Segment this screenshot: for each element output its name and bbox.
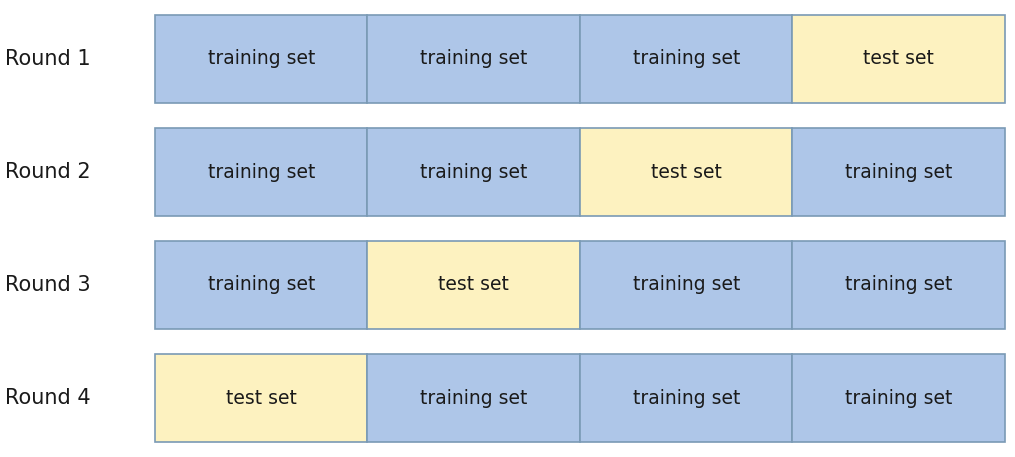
Text: Round 3: Round 3	[5, 275, 90, 295]
Text: training set: training set	[207, 49, 315, 69]
Bar	[367, 128, 580, 216]
Bar	[155, 128, 367, 216]
Text: test set: test set	[438, 276, 510, 294]
Text: training set: training set	[632, 388, 740, 408]
Bar	[580, 128, 793, 216]
Text: training set: training set	[845, 276, 952, 294]
Bar	[793, 15, 1005, 103]
Text: Round 4: Round 4	[5, 388, 90, 408]
Bar	[155, 15, 367, 103]
Text: Round 1: Round 1	[5, 49, 90, 69]
Bar	[155, 241, 367, 329]
Bar	[367, 15, 580, 103]
Text: training set: training set	[845, 163, 952, 181]
Text: test set: test set	[864, 49, 934, 69]
Bar	[793, 241, 1005, 329]
Text: training set: training set	[632, 49, 740, 69]
Text: Round 2: Round 2	[5, 162, 90, 182]
Text: training set: training set	[420, 163, 528, 181]
Text: test set: test set	[651, 163, 722, 181]
Text: training set: training set	[420, 49, 528, 69]
Bar	[580, 15, 793, 103]
Bar	[367, 241, 580, 329]
Text: training set: training set	[632, 276, 740, 294]
Text: training set: training set	[207, 163, 315, 181]
Bar	[155, 354, 367, 442]
Text: training set: training set	[207, 276, 315, 294]
Bar	[580, 241, 793, 329]
Text: test set: test set	[225, 388, 296, 408]
Bar	[793, 354, 1005, 442]
Bar	[580, 354, 793, 442]
Text: training set: training set	[845, 388, 952, 408]
Bar	[793, 128, 1005, 216]
Bar	[367, 354, 580, 442]
Text: training set: training set	[420, 388, 528, 408]
